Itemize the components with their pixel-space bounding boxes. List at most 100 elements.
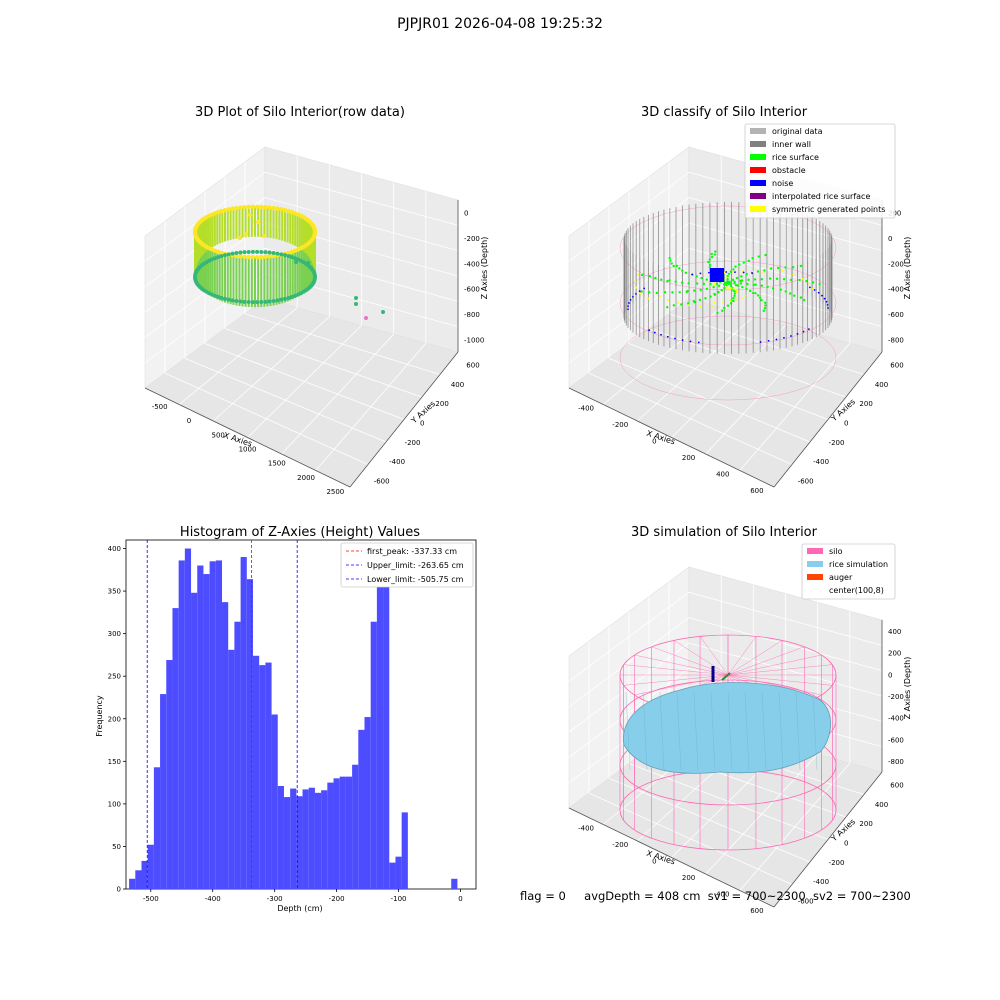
- y-tick-label: -400: [813, 878, 829, 886]
- y-tick-label: 250: [108, 673, 121, 681]
- symmetric-point: [713, 284, 716, 287]
- y-tick-label: -200: [829, 439, 845, 447]
- rice-surface-point: [757, 255, 761, 258]
- data-point: [222, 207, 228, 213]
- data-point: [255, 249, 260, 254]
- data-point: [209, 257, 214, 262]
- rice-surface-point: [741, 285, 744, 289]
- rice-mesh-line: [778, 691, 784, 771]
- rice-surface-point: [745, 287, 748, 291]
- y-tick-label: 400: [451, 381, 464, 389]
- rice-surface-point: [745, 272, 748, 276]
- data-point: [286, 208, 291, 214]
- histogram-bar: [141, 860, 148, 889]
- legend-label-rice-surface: rice surface: [772, 153, 819, 162]
- y-axis-line: [773, 351, 883, 488]
- rice-surface-point: [710, 255, 714, 259]
- symmetric-point: [722, 300, 725, 303]
- y-tick-label: 400: [108, 545, 121, 553]
- data-point: [381, 310, 385, 314]
- plot4-axes: -400 -200 0 200 400 600 -600 -400 -200 0 200 400 600…: [568, 566, 904, 915]
- data-point: [283, 253, 287, 258]
- legend-label: Lower_limit: -505.75 cm: [367, 575, 464, 584]
- histogram-bar: [333, 778, 340, 889]
- pane-grid-line: [739, 342, 851, 471]
- data-point: [246, 300, 251, 305]
- rice-surface-point: [752, 283, 755, 287]
- silo-wire-spoke: [673, 640, 729, 676]
- data-point: [279, 252, 284, 257]
- rice-surface-point: [675, 264, 679, 268]
- x-tick-label: 0: [187, 417, 191, 425]
- noise-point: [725, 271, 728, 273]
- rice-surface-point: [764, 253, 767, 257]
- noise-point: [648, 329, 651, 332]
- data-point: [275, 251, 280, 256]
- data-point: [312, 273, 317, 278]
- noise-point: [691, 273, 694, 276]
- histogram-bar: [271, 714, 278, 889]
- noise-point: [631, 295, 634, 298]
- y-tick-label: 0: [117, 886, 121, 894]
- rice-surface-point: [734, 265, 737, 268]
- noise-point: [813, 289, 816, 291]
- x-tick-label: -300: [267, 895, 283, 903]
- data-point: [293, 293, 298, 298]
- noise-point: [708, 271, 710, 274]
- rice-surface-point: [717, 290, 720, 294]
- rice-surface-point: [708, 263, 712, 267]
- rice-surface-point: [805, 279, 808, 283]
- rice-surface-point: [695, 282, 699, 285]
- data-point: [354, 302, 358, 306]
- symmetric-point: [699, 305, 702, 308]
- rice-surface-point: [671, 291, 674, 294]
- legend-label: Upper_limit: -263.65 cm: [367, 561, 464, 570]
- symmetric-point: [729, 287, 732, 290]
- histogram-bar: [376, 586, 384, 889]
- symmetric-point: [811, 288, 814, 291]
- rice-surface-point: [674, 280, 677, 283]
- legend-label-inner-wall: inner wall: [772, 140, 811, 149]
- rice-surface-point: [756, 294, 760, 297]
- rice-surface-point: [740, 275, 743, 278]
- histogram-bar: [197, 565, 204, 889]
- rice-surface-point: [723, 286, 726, 290]
- histogram-bar: [129, 878, 136, 889]
- data-point: [246, 249, 251, 254]
- data-point: [279, 207, 284, 212]
- noise-point: [751, 272, 754, 274]
- noise-point: [697, 341, 700, 344]
- data-point: [242, 299, 247, 304]
- rice-surface-point: [799, 264, 803, 268]
- x-tick-label: 1500: [268, 460, 286, 468]
- noise-cluster: [710, 268, 724, 282]
- silo-wire-spoke: [727, 636, 757, 676]
- plot2-axes: -400 -200 0 200 400 600 -600 -400 -200 0 200 400 600…: [568, 146, 904, 495]
- data-point: [282, 207, 288, 213]
- noise-point: [821, 294, 823, 297]
- x-tick-label: 2500: [326, 488, 344, 496]
- plot1-axes: -50005001000150020002500-600-400-2000200…: [144, 146, 484, 496]
- data-point: [248, 213, 252, 217]
- legend-label-original-data: original data: [772, 127, 823, 136]
- rice-surface-point: [766, 285, 769, 289]
- z-tick-label: -200: [464, 235, 480, 243]
- data-point: [230, 206, 235, 211]
- rice-surface-point: [733, 294, 736, 297]
- rice-surface-point: [754, 291, 757, 295]
- y-axis-line: [773, 771, 883, 908]
- symmetric-point: [635, 286, 638, 289]
- rice-surface-point: [789, 278, 793, 282]
- noise-point: [653, 331, 656, 334]
- rice-mesh-line: [693, 691, 699, 771]
- rice-surface-point: [758, 296, 762, 299]
- data-point: [289, 255, 294, 260]
- rice-surface-point: [710, 252, 713, 256]
- rice-surface-point: [678, 267, 681, 270]
- legend-label-symmetric-generated-points: symmetric generated points: [772, 205, 885, 214]
- rice-mesh-line: [625, 691, 631, 771]
- rice-surface-point: [756, 270, 760, 273]
- legend-swatch-silo: [807, 548, 823, 554]
- rice-mesh-line: [812, 691, 818, 771]
